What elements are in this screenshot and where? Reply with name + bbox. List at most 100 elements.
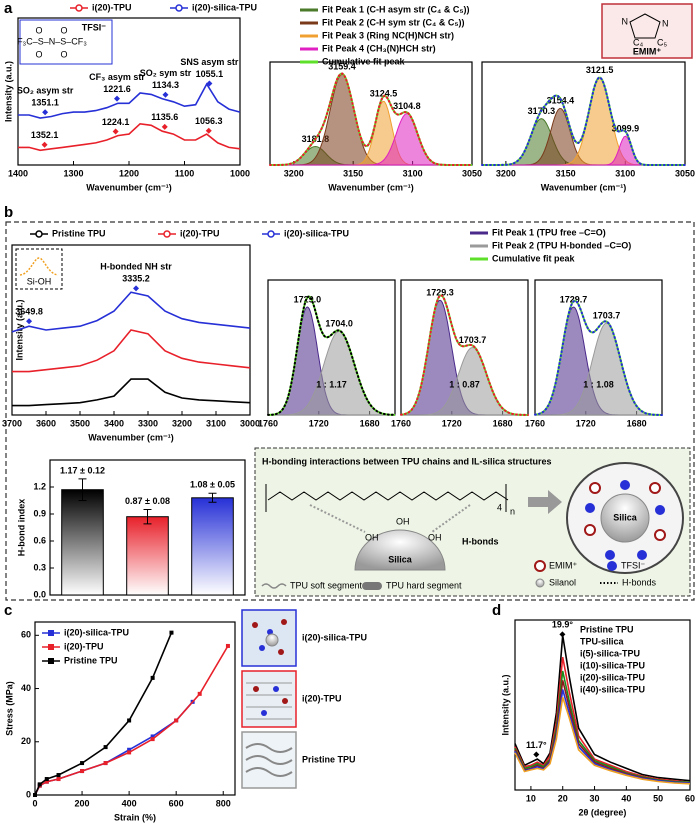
x-tick-label: 3400 (104, 418, 124, 428)
point (127, 718, 132, 723)
x-axis-title: Strain (%) (114, 812, 156, 822)
peak-marker (559, 631, 566, 638)
tfsi-oxygen: O (35, 25, 42, 35)
peak-label: 3104.8 (393, 101, 421, 111)
x-tick-label: 3500 (70, 418, 90, 428)
peak-label: 1729.7 (560, 294, 588, 304)
x-tick-label: 1720 (442, 418, 462, 428)
panel-label: c (4, 602, 12, 619)
peak-marker (533, 751, 540, 758)
legend-tfsi-label: TFSI⁻ (621, 560, 645, 570)
peak-name: CF₃ asym str (89, 72, 145, 82)
plot-frame (34, 621, 236, 796)
legend-label: i(20)-TPU (64, 641, 104, 651)
emim-c4: C₄ (633, 37, 643, 47)
peak-marker (41, 141, 48, 148)
point (44, 779, 49, 784)
legend-soft (261, 583, 287, 589)
legend-label: Cumulative fit peak (322, 56, 406, 66)
point (80, 761, 85, 766)
y-axis-title: Intensity (a.u.) (500, 674, 510, 735)
peak-label: 1729.3 (426, 288, 454, 298)
y-tick-label: 20 (21, 736, 31, 746)
panel-b-frame (5, 221, 695, 601)
x-axis-title: Wavenumber (cm⁻¹) (328, 182, 413, 192)
y-tick-label: 0 (26, 789, 31, 799)
peak-marker (42, 109, 49, 116)
legend-label: TPU-silica (580, 636, 625, 646)
legend-marker (175, 4, 183, 12)
y-tick-label: 60 (21, 630, 31, 640)
peak-label: 1704.0 (325, 319, 353, 329)
x-tick-label: 20 (558, 793, 568, 803)
tfsi-label: TFSI⁻ (82, 22, 106, 32)
legend-label: i(20)-silica-TPU (580, 672, 645, 682)
legend-marker (75, 4, 83, 12)
x-tick-label: 60 (685, 793, 695, 803)
repeat-4: 4 (497, 502, 502, 512)
legend-marker (48, 658, 54, 664)
silica-label: Silica (613, 512, 638, 522)
x-tick-label: 1680 (493, 418, 513, 428)
emim-c5: C₅ (657, 37, 667, 47)
measured-data (267, 295, 396, 416)
legend-hard-label: TPU hard segment (386, 580, 462, 590)
point (103, 745, 108, 750)
point (37, 782, 42, 787)
emim-n: N (662, 18, 669, 28)
legend-marker (35, 230, 43, 238)
silica-label: Silica (388, 554, 413, 564)
measured-data (400, 294, 529, 416)
point (150, 675, 155, 680)
arrow (528, 490, 562, 514)
x-tick-label: 3100 (206, 418, 226, 428)
peak-label: 3154.4 (547, 96, 575, 106)
peak-name: SO₂ asym str (17, 86, 74, 96)
y-tick-label: 40 (21, 683, 31, 693)
x-tick-label: 1680 (627, 418, 647, 428)
ratio-label: 1 : 1.17 (316, 379, 347, 389)
error-bar (78, 478, 87, 501)
bar (126, 516, 169, 596)
measured-data (269, 72, 473, 166)
x-tick-label: 1400 (8, 168, 28, 178)
panel-label: b (4, 204, 13, 221)
point (169, 630, 174, 635)
legend-label: Pristine TPU (64, 655, 118, 665)
series-line (11, 291, 251, 333)
x-tick-label: 600 (169, 798, 184, 808)
peak-label: 1134.3 (152, 80, 179, 90)
fit-peak (482, 77, 685, 166)
point (127, 747, 132, 752)
legend-label: Fit Peak 3 (Ring NC(H)NCH str) (322, 30, 454, 40)
x-tick-label: 3150 (556, 168, 576, 178)
peak-marker (161, 123, 168, 130)
legend-label: Fit Peak 1 (TPU free –C=O) (492, 227, 606, 237)
x-tick-label: 400 (122, 798, 137, 808)
legend-tfsi (607, 561, 617, 571)
point (80, 769, 85, 774)
legend-label: i(5)-silica-TPU (580, 648, 640, 658)
error-bar (143, 509, 152, 525)
peak-name: SO₂ sym str (140, 68, 192, 78)
peak-marker (114, 95, 121, 102)
legend-label: i(10)-silica-TPU (580, 660, 645, 670)
x-tick-label: 3200 (284, 168, 304, 178)
point (150, 737, 155, 742)
legend-label: i(20)-TPU (92, 2, 132, 12)
scheme-title: H-bonding interactions between TPU chain… (262, 456, 552, 466)
peak-marker (133, 285, 140, 292)
peak-label: 11.7° (526, 740, 547, 750)
repeat-bracket (265, 484, 507, 512)
x-tick-label: 3050 (462, 168, 482, 178)
legend-marker (48, 630, 54, 636)
x-tick-label: 3000 (240, 418, 260, 428)
x-tick-label: 0 (32, 798, 37, 808)
legend-label: i(20)-silica-TPU (192, 2, 257, 12)
legend-label: Fit Peak 1 (C-H asym str (C₄ & C₅)) (322, 4, 469, 14)
plot-frame (514, 619, 691, 791)
x-axis-title: 2θ (degree) (579, 807, 627, 817)
legend-emim (534, 560, 546, 572)
